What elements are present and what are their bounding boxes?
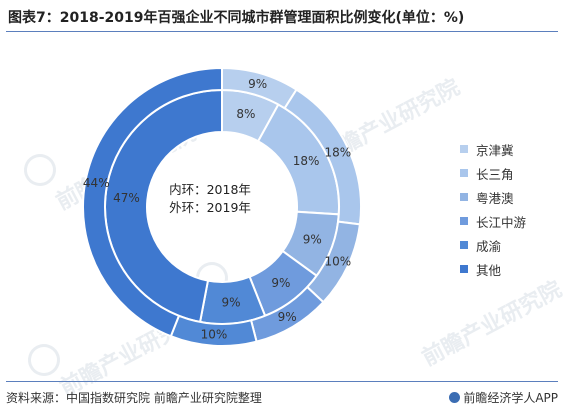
outer-ring-label-3: 10%: [324, 254, 351, 268]
legend-item: 京津冀: [460, 138, 526, 160]
inner-ring-label-5: 9%: [222, 296, 241, 310]
legend-label: 成渝: [476, 238, 502, 254]
title-rule: [6, 31, 558, 32]
center-label-outer: 外环：2019年: [169, 200, 251, 215]
inner-ring-label-2: 18%: [293, 154, 320, 168]
outer-ring-label-6: 44%: [83, 176, 110, 190]
center-label: 内环：2018年 外环：2019年: [160, 181, 260, 217]
outer-ring-label-2: 18%: [324, 146, 351, 160]
brand-mark: 前瞻经济学人APP: [449, 389, 558, 406]
inner-ring-label-3: 9%: [303, 233, 322, 247]
legend-swatch: [460, 193, 468, 201]
legend-item: 长三角: [460, 162, 526, 184]
legend-swatch: [460, 169, 468, 177]
outer-ring-label-1: 9%: [248, 77, 267, 91]
legend-label: 长江中游: [476, 214, 527, 230]
legend-label: 长三角: [476, 166, 514, 182]
legend-item: 其他: [460, 258, 526, 280]
brand-logo-icon: [449, 392, 461, 403]
footer-rule: [6, 381, 558, 382]
chart-title: 图表7：2018-2019年百强企业不同城市群管理面积比例变化(单位：%): [8, 10, 465, 26]
legend-swatch: [460, 145, 468, 153]
inner-ring-label-1: 8%: [236, 107, 255, 121]
legend-item: 长江中游: [460, 210, 526, 232]
legend-label: 粤港澳: [476, 190, 514, 206]
legend-label: 其他: [476, 262, 502, 278]
legend-swatch: [460, 241, 468, 249]
legend-label: 京津冀: [476, 142, 514, 158]
legend-item: 粤港澳: [460, 186, 526, 208]
inner-ring-label-4: 9%: [271, 276, 290, 290]
outer-ring-label-5: 10%: [201, 328, 228, 342]
outer-ring-label-4: 9%: [278, 310, 297, 324]
legend-swatch: [460, 265, 468, 273]
source-note: 资料来源：中国指数研究院 前瞻产业研究院整理: [6, 391, 262, 405]
legend-item: 成渝: [460, 234, 526, 256]
inner-ring-label-6: 47%: [113, 191, 140, 205]
legend-swatch: [460, 217, 468, 225]
legend: 京津冀 长三角 粤港澳 长江中游 成渝 其他: [460, 138, 526, 282]
outer-ring-slice-6: [82, 66, 223, 338]
brand-name: 前瞻经济学人APP: [463, 391, 558, 405]
center-label-inner: 内环：2018年: [169, 182, 251, 197]
